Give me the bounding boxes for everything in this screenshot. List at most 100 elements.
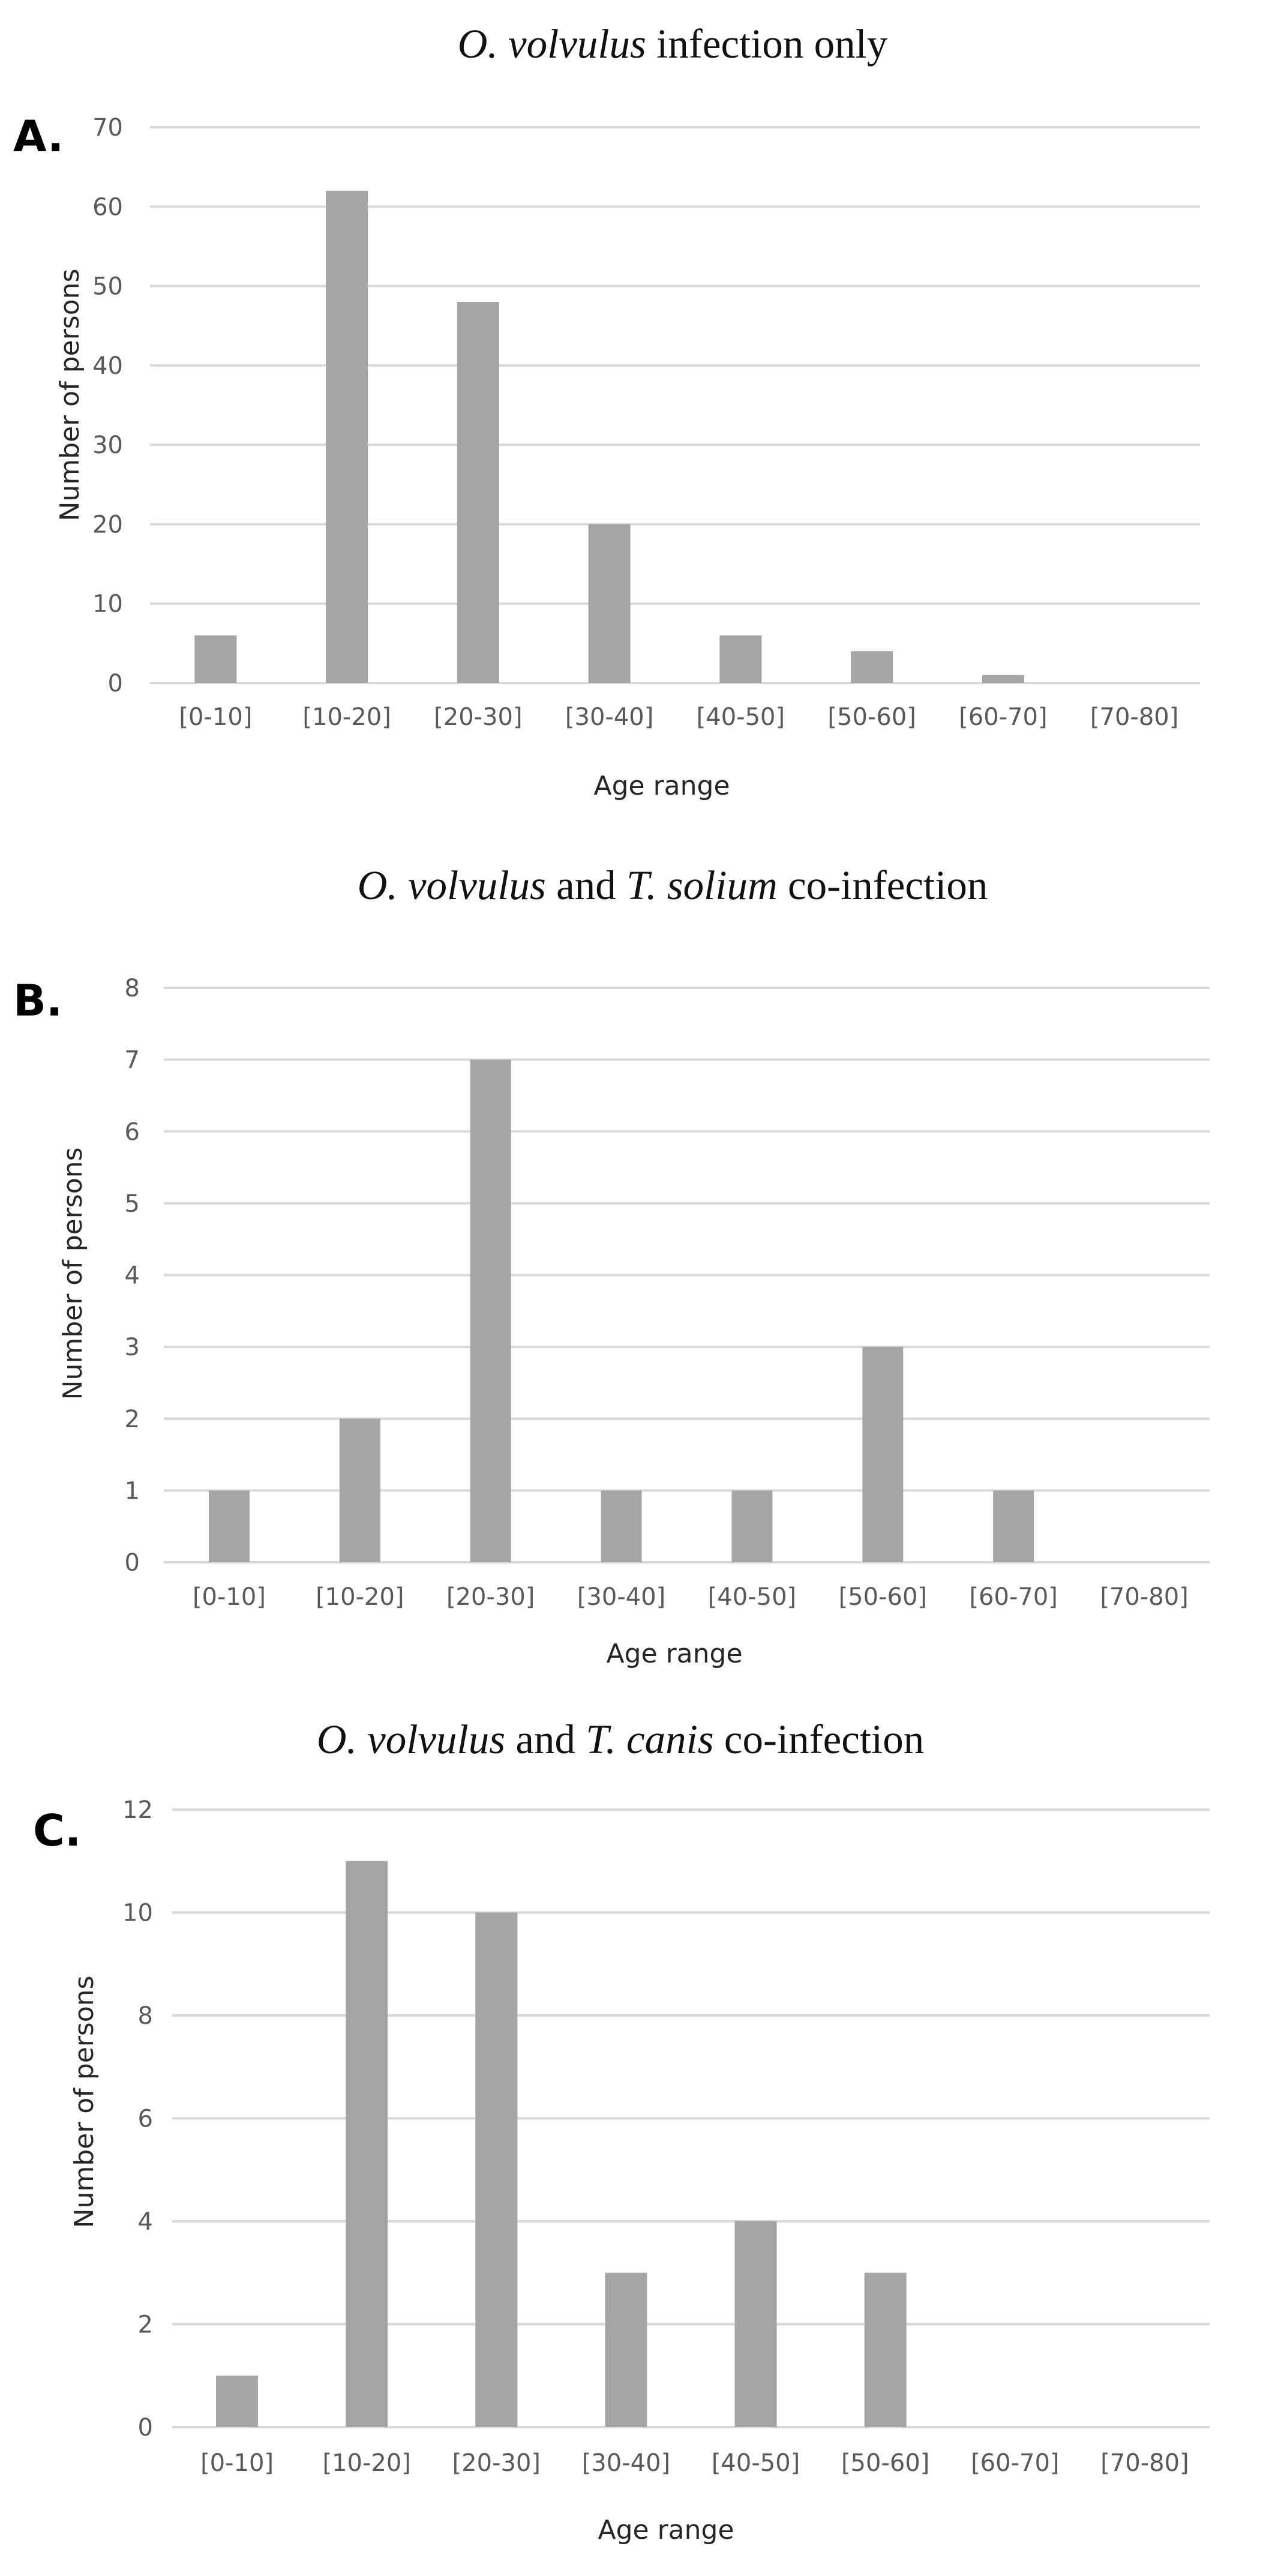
chart-c-y-axis-label: Number of persons	[69, 1976, 100, 2228]
chart-c-x-tick-label: [0-10]	[200, 2449, 274, 2477]
chart-a-y-ticks: 0 10 20 30 40 50 60 70	[92, 114, 123, 697]
chart-panel-a: O. volvulus infection only A. 0 10 20 30 40 5…	[13, 21, 1200, 801]
chart-b-y-ticks: 0 1 2 3 4 5 6 7 8	[125, 975, 140, 1577]
chart-c-x-axis-label: Age range	[598, 2515, 734, 2545]
chart-a-gridlines	[150, 126, 1200, 684]
chart-c-x-tick-label: [60-70]	[971, 2449, 1059, 2477]
chart-a-bar	[326, 190, 368, 683]
chart-a-x-tick-label: [20-30]	[434, 703, 522, 731]
chart-b-y-tick-label: 2	[125, 1406, 140, 1433]
chart-c-panel-label: C.	[33, 1805, 81, 1856]
chart-b-x-tick-label: [70-80]	[1100, 1583, 1188, 1611]
chart-a-y-tick-label: 20	[92, 511, 123, 538]
chart-c-x-tick-label: [10-20]	[322, 2449, 410, 2477]
chart-b-y-tick-label: 3	[125, 1334, 140, 1361]
chart-b-title-italic-1: O. volvulus	[358, 862, 546, 908]
chart-a-y-axis-label: Number of persons	[55, 269, 85, 522]
chart-a-x-tick-label: [40-50]	[697, 703, 785, 731]
chart-c-bar	[346, 1861, 388, 2427]
chart-c-title: O. volvulus and T. canis co-infection	[317, 1717, 924, 1762]
chart-a-title-italic: O. volvulus	[458, 21, 646, 67]
chart-b-y-tick-label: 1	[125, 1477, 140, 1505]
chart-a-bar	[719, 635, 762, 683]
chart-a-x-axis-label: Age range	[593, 771, 730, 801]
chart-b-y-tick-label: 7	[125, 1047, 140, 1074]
chart-c-x-tick-label: [70-80]	[1100, 2449, 1189, 2477]
chart-c-y-tick-label: 8	[138, 2002, 153, 2030]
chart-b-x-ticks: [0-10] [10-20] [20-30] [30-40] [40-50] [50-60…	[193, 1583, 1189, 1611]
chart-c-x-tick-label: [50-60]	[841, 2449, 929, 2477]
chart-b-x-tick-label: [20-30]	[446, 1583, 535, 1611]
chart-c-y-tick-label: 6	[138, 2105, 153, 2133]
chart-a-y-tick-label: 30	[92, 432, 123, 459]
chart-b-y-tick-label: 8	[125, 975, 140, 1002]
chart-panel-b: O. volvulus and T. solium co-infection B…	[13, 862, 1210, 1669]
chart-c-y-ticks: 0 2 4 6 8 10 12	[122, 1796, 153, 2442]
chart-b-y-tick-label: 6	[125, 1118, 140, 1146]
chart-b-bar	[731, 1490, 773, 1562]
chart-c-bar	[734, 2221, 777, 2427]
chart-c-x-ticks: [0-10] [10-20] [20-30] [30-40] [40-50] [50-60…	[200, 2449, 1189, 2477]
chart-a-y-tick-label: 60	[92, 193, 123, 221]
chart-c-title-mid: and	[505, 1717, 586, 1762]
chart-b-x-tick-label: [50-60]	[839, 1583, 927, 1611]
chart-c-gridlines	[172, 1808, 1210, 2428]
chart-c-bars	[216, 1861, 907, 2427]
chart-b-bar	[208, 1490, 250, 1562]
chart-c-bar	[216, 2376, 259, 2427]
chart-b-gridlines	[164, 987, 1210, 1563]
chart-c-y-tick-label: 10	[122, 1900, 153, 1927]
chart-b-x-axis-label: Age range	[606, 1639, 742, 1669]
chart-a-y-tick-label: 0	[108, 670, 123, 697]
chart-c-title-rest: co-infection	[714, 1717, 925, 1762]
chart-b-y-tick-label: 4	[125, 1262, 140, 1290]
chart-c-bar	[864, 2272, 907, 2427]
chart-b-bar	[862, 1347, 904, 1562]
chart-a-bar	[194, 635, 237, 683]
chart-b-title-italic-2: T. solium	[626, 862, 778, 908]
chart-b-y-tick-label: 0	[125, 1549, 140, 1577]
chart-a-panel-label: A.	[13, 111, 64, 161]
chart-b-bars	[208, 1059, 1034, 1562]
chart-a-bar	[982, 675, 1024, 683]
chart-c-x-tick-label: [20-30]	[452, 2449, 541, 2477]
chart-c-y-tick-label: 2	[138, 2311, 153, 2339]
chart-panel-c: O. volvulus and T. canis co-infection C.…	[33, 1717, 1210, 2545]
chart-c-bar	[605, 2272, 647, 2427]
chart-a-y-tick-label: 50	[92, 273, 123, 301]
chart-c-y-tick-label: 4	[138, 2208, 153, 2236]
chart-b-bar	[339, 1418, 380, 1562]
chart-c-x-tick-label: [30-40]	[582, 2449, 670, 2477]
chart-a-y-tick-label: 10	[92, 591, 123, 618]
chart-b-bar	[993, 1490, 1034, 1562]
chart-b-x-tick-label: [0-10]	[193, 1583, 266, 1611]
chart-c-title-italic-2: T. canis	[586, 1717, 713, 1762]
chart-c-y-tick-label: 12	[122, 1796, 153, 1824]
chart-a-bar	[851, 651, 893, 683]
chart-b-x-tick-label: [60-70]	[969, 1583, 1057, 1611]
chart-b-title: O. volvulus and T. solium co-infection	[358, 862, 988, 908]
chart-b-bar	[470, 1059, 511, 1562]
chart-b-x-tick-label: [10-20]	[316, 1583, 404, 1611]
chart-c-y-tick-label: 0	[138, 2414, 153, 2442]
chart-a-title: O. volvulus infection only	[458, 21, 888, 67]
chart-a-x-tick-label: [50-60]	[827, 703, 916, 731]
chart-a-x-ticks: [0-10] [10-20] [20-30] [30-40] [40-50] [50-60…	[179, 703, 1178, 731]
chart-b-title-mid: and	[546, 862, 626, 908]
chart-a-x-tick-label: [60-70]	[959, 703, 1047, 731]
chart-a-y-tick-label: 70	[92, 114, 123, 142]
chart-c-x-tick-label: [40-50]	[712, 2449, 800, 2477]
chart-b-bar	[601, 1490, 642, 1562]
chart-a-x-tick-label: [30-40]	[565, 703, 653, 731]
chart-c-title-italic-1: O. volvulus	[317, 1717, 505, 1762]
chart-b-panel-label: B.	[13, 975, 62, 1026]
chart-b-title-rest: co-infection	[778, 862, 988, 908]
chart-a-bar	[588, 524, 631, 683]
chart-b-x-tick-label: [40-50]	[708, 1583, 796, 1611]
chart-b-y-tick-label: 5	[125, 1190, 140, 1218]
chart-a-y-tick-label: 40	[92, 352, 123, 380]
chart-a-x-tick-label: [10-20]	[302, 703, 391, 731]
chart-c-bar	[475, 1912, 518, 2427]
chart-b-y-axis-label: Number of persons	[58, 1148, 88, 1400]
